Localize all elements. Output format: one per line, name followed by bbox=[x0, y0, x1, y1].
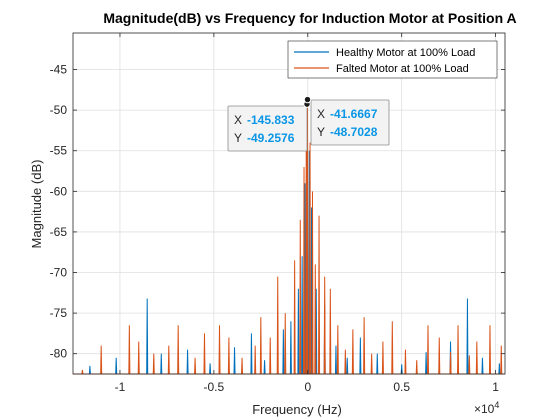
y-tick-label: -70 bbox=[50, 266, 68, 280]
legend-entry-healthy: Healthy Motor at 100% Load bbox=[336, 47, 475, 59]
datatip-x-value: -41.6667 bbox=[330, 107, 378, 121]
datatip-faulted[interactable]: X -41.6667 Y -48.7028 bbox=[310, 99, 390, 146]
x-exponent-label: ×104 bbox=[474, 400, 499, 416]
plot-area bbox=[73, 33, 505, 374]
datatip-y-value: -49.2576 bbox=[247, 131, 295, 145]
x-exponent-power: 4 bbox=[494, 400, 499, 410]
y-tick-label: -55 bbox=[50, 144, 68, 158]
datatip-x-key: X bbox=[317, 107, 325, 121]
datatip-y-key: Y bbox=[234, 131, 242, 145]
legend[interactable]: Healthy Motor at 100% Load Falted Motor … bbox=[287, 40, 498, 79]
x-tick-label: 1 bbox=[492, 380, 499, 394]
datatip-x-key: X bbox=[234, 113, 242, 127]
x-axis-label: Frequency (Hz) bbox=[252, 402, 342, 417]
datatip-healthy[interactable]: X -145.833 Y -49.2576 bbox=[227, 105, 308, 152]
chart-title: Magnitude(dB) vs Frequency for Induction… bbox=[103, 10, 516, 26]
y-axis-label: Magnitude (dB) bbox=[29, 160, 44, 249]
y-tick-label: -45 bbox=[50, 63, 68, 77]
datatip-x-value: -145.833 bbox=[247, 113, 295, 127]
datatip-marker-1[interactable] bbox=[303, 95, 312, 104]
legend-box bbox=[287, 40, 498, 79]
datatip-markers bbox=[303, 95, 312, 108]
x-exponent-base: ×10 bbox=[474, 402, 495, 416]
legend-entry-faulted: Falted Motor at 100% Load bbox=[336, 63, 469, 75]
x-tick-label: -0.5 bbox=[204, 380, 225, 394]
ticks bbox=[73, 33, 505, 374]
y-tick-label: -65 bbox=[50, 225, 68, 239]
datatip-y-key: Y bbox=[317, 125, 325, 139]
y-tick-label: -60 bbox=[50, 184, 68, 198]
datatip-y-value: -48.7028 bbox=[330, 125, 378, 139]
series-line-1 bbox=[73, 99, 505, 375]
datatip-box bbox=[227, 105, 308, 152]
tick-labels: -1 -0.5 0 0.5 1 -80 -75 -70 -65 -60 -55 -50 -45 bbox=[50, 63, 500, 394]
x-tick-label: 0 bbox=[304, 380, 311, 394]
datatip-box bbox=[310, 99, 390, 146]
y-tick-label: -80 bbox=[50, 347, 68, 361]
x-tick-label: 0.5 bbox=[393, 380, 410, 394]
axes-box bbox=[72, 32, 506, 375]
y-tick-label: -75 bbox=[50, 306, 68, 320]
x-tick-label: -1 bbox=[115, 380, 126, 394]
y-tick-label: -50 bbox=[50, 103, 68, 117]
